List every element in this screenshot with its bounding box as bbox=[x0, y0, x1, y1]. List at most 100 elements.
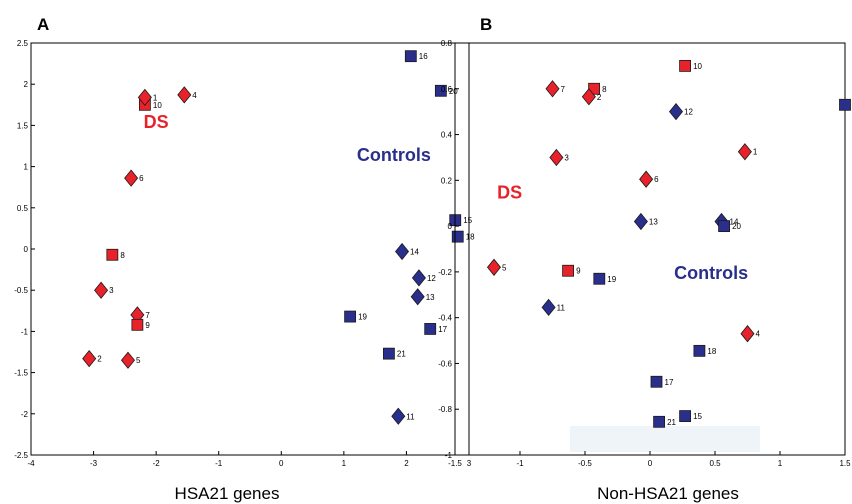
panel-b-xtick-label: 1.5 bbox=[839, 459, 851, 468]
panel-b-point-controls-diamond bbox=[541, 298, 556, 317]
panel-b-xtick-label: -1 bbox=[516, 459, 524, 468]
panel-b-point-label: 14 bbox=[730, 218, 739, 227]
panel-a-point-controls-square bbox=[383, 347, 395, 360]
panel-b-point-ds-diamond bbox=[545, 80, 560, 98]
panel-a-xtick-label: -3 bbox=[90, 459, 98, 468]
panel-b-plot-frame bbox=[454, 42, 846, 456]
panel-b-xtick-label: -0.5 bbox=[578, 459, 592, 468]
panel-b-point-controls-square bbox=[679, 410, 691, 422]
panel-b-point-label: 17 bbox=[665, 378, 674, 387]
panel-b-point-ds-diamond bbox=[486, 258, 502, 276]
panel-b-point-controls-diamond bbox=[668, 103, 684, 121]
panel-a-ytick-label: -2 bbox=[21, 410, 29, 419]
panel-b-point-label: 20 bbox=[732, 222, 741, 231]
panel-a-yticks: 2.5 2 1.5 1 0.5 0 -0.5 -1 -1.5 -2 -2.5 bbox=[14, 39, 35, 460]
panel-a-point-label: 10 bbox=[153, 101, 162, 110]
panel-b-x-axis-label: Non-HSA21 genes bbox=[597, 484, 739, 503]
panel-a-point-controls-diamond bbox=[395, 242, 410, 261]
panel-b-point-ds-diamond bbox=[740, 325, 755, 343]
panel-a-ytick-label: 1.5 bbox=[17, 121, 29, 130]
panel-a-point-ds-square bbox=[106, 248, 119, 261]
panel-b-point-label: 9 bbox=[576, 267, 581, 276]
panel-b-point-label: 12 bbox=[684, 108, 693, 117]
panel-b-ytick-label: -1 bbox=[445, 451, 453, 460]
panel-a-ytick-label: 0 bbox=[24, 245, 29, 254]
panel-b-xtick-label: 0 bbox=[648, 459, 653, 468]
panel-b-ytick-label: 0 bbox=[448, 222, 453, 231]
panel-b-point-label: 2 bbox=[597, 93, 602, 102]
panel-a-ytick-label: 2.5 bbox=[17, 39, 29, 48]
panel-a-point-label: 18 bbox=[466, 233, 475, 242]
panel-a-point-label: 11 bbox=[406, 412, 415, 421]
panel-b-point-ds-square bbox=[562, 264, 574, 277]
panel-a-xticks: -4 -3 -2 -1 0 1 2 3 bbox=[27, 451, 472, 468]
panel-b-point-ds-diamond bbox=[581, 88, 596, 106]
panel-b-ytick-label: 0.2 bbox=[441, 176, 453, 185]
panel-b-point-ds-diamond bbox=[639, 170, 654, 188]
panel-b-point-label: 6 bbox=[654, 175, 659, 184]
panel-a-point-label: 17 bbox=[438, 325, 447, 334]
panel-b-point-ds-diamond bbox=[549, 148, 564, 167]
panel-a-point-label: 19 bbox=[358, 313, 367, 322]
panel-a-point-label: 14 bbox=[410, 247, 419, 256]
panel-b-point-ds-diamond bbox=[737, 143, 752, 161]
panel-a-point-label: 1 bbox=[153, 93, 158, 102]
panel-a-xtick-label: 1 bbox=[342, 459, 347, 468]
panel-b-point-label: 4 bbox=[756, 330, 761, 339]
panel-a-point-label: 6 bbox=[139, 174, 144, 183]
panel-b-point-controls-square bbox=[839, 98, 851, 111]
panel-b-ytick-label: 0.8 bbox=[441, 39, 453, 48]
panel-b-ytick-label: 0.4 bbox=[441, 131, 453, 140]
panel-a-xtick-label: 2 bbox=[404, 459, 409, 468]
panel-b: B -1.5 -1 -0.5 0 0.5 1 1.5 0.80.60.40.20-0.2-0… bbox=[438, 15, 851, 503]
panel-b-point-controls-square bbox=[593, 272, 606, 285]
panel-a: A -4 -3 -2 -1 0 1 2 3 2.521.510.50-0.5-1-1.5-2-… bbox=[14, 15, 475, 503]
panel-b-ytick-label: -0.8 bbox=[438, 405, 452, 414]
panel-b-point-label: 5 bbox=[502, 263, 507, 272]
panel-b-faint-band bbox=[570, 426, 760, 452]
panel-b-ytick-label: -0.6 bbox=[438, 359, 452, 368]
panel-a-ytick-label: 0.5 bbox=[17, 204, 29, 213]
panel-a-xtick-label: -1 bbox=[215, 459, 223, 468]
panel-b-point-ds-square bbox=[679, 59, 691, 72]
panel-a-ytick-label: -2.5 bbox=[14, 451, 28, 460]
panel-a-point-ds-diamond bbox=[177, 86, 192, 104]
panel-b-group-label-ds: DS bbox=[497, 183, 522, 203]
panel-b-point-controls-square bbox=[650, 375, 663, 388]
panel-b-point-label: 13 bbox=[649, 218, 658, 227]
panel-a-point-label: 9 bbox=[145, 321, 150, 330]
panel-b-xtick-label: 1 bbox=[778, 459, 783, 468]
panel-b-point-controls-square bbox=[653, 415, 665, 428]
panel-a-group-label-controls: Controls bbox=[357, 145, 431, 165]
panel-a-point-label: 5 bbox=[136, 356, 141, 365]
panel-b-point-label: 11 bbox=[557, 303, 566, 312]
panel-a-point-label: 16 bbox=[419, 52, 428, 61]
panel-b-point-label: 7 bbox=[561, 85, 566, 94]
panel-a-xtick-label: -2 bbox=[153, 459, 161, 468]
panel-a-xtick-label: 3 bbox=[467, 459, 472, 468]
panel-a-point-controls-diamond bbox=[391, 407, 406, 425]
panel-a-point-ds-diamond bbox=[120, 351, 136, 369]
panel-b-point-label: 19 bbox=[607, 275, 616, 284]
panel-a-group-labels: DS Controls bbox=[144, 112, 431, 165]
panel-a-group-label-ds: DS bbox=[144, 112, 169, 132]
panel-a-point-controls-square bbox=[404, 50, 417, 63]
panel-a-ytick-label: -0.5 bbox=[14, 286, 28, 295]
panel-a-point-label: 7 bbox=[145, 311, 150, 320]
panel-a-point-label: 20 bbox=[449, 87, 458, 96]
panel-a-letter: A bbox=[37, 15, 49, 34]
panel-b-point-label: 15 bbox=[693, 412, 702, 421]
panel-b-point-label: 3 bbox=[564, 153, 569, 162]
panel-b-letter: B bbox=[480, 15, 492, 34]
panel-b-group-labels: DS Controls bbox=[497, 183, 748, 283]
panel-a-x-axis-label: HSA21 genes bbox=[175, 484, 280, 503]
panel-b-point-controls-square bbox=[693, 344, 706, 357]
panel-a-ytick-label: 1 bbox=[24, 163, 29, 172]
panel-a-xtick-label: -4 bbox=[27, 459, 35, 468]
panel-b-yticks: 0.8 0.6 0.4 0.2 0 -0.2 -0.4 -0.6 -0.8 -1 bbox=[438, 39, 459, 460]
panel-a-point-controls-square bbox=[451, 230, 464, 243]
panel-a-point-label: 3 bbox=[109, 286, 114, 295]
panel-a-point-label: 2 bbox=[97, 355, 102, 364]
panel-a-point-ds-diamond bbox=[82, 349, 97, 368]
